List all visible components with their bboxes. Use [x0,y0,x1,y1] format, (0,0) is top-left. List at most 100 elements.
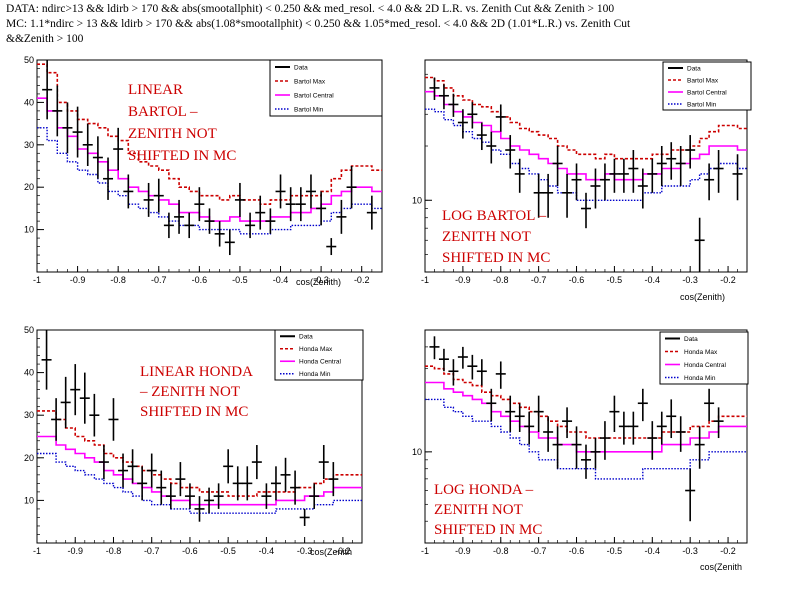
annotation-text: ZENITH NOT [434,502,523,518]
x-tick-label: -0.4 [273,275,289,285]
y-tick-label: 10 [24,225,34,235]
data-point [694,217,705,272]
x-tick-label: -0.3 [313,275,329,285]
data-point [429,77,440,100]
data-point [514,403,525,432]
x-tick-label: -0.3 [682,275,698,285]
data-point [214,221,225,247]
data-point [251,445,262,480]
data-point [346,166,357,209]
data-point [590,438,601,469]
data-point [552,146,563,186]
data-point [336,199,347,234]
y-tick-label: 20 [24,182,34,192]
data-point [70,364,81,416]
data-point [234,182,245,217]
x-tick-label: -0.5 [220,546,236,556]
data-point [82,123,93,166]
data-point [524,411,535,445]
log-bartol-plot: -1 -0.9 -0.8 -0.7 -0.6 -0.5 -0.4 -0.3 -0.2 10 cos(… [412,59,752,302]
data-point [647,158,658,193]
legend-label: Honda Max [684,349,718,356]
data-point [270,466,281,501]
x-tick-label: -0.7 [151,275,167,285]
data-point [647,421,658,460]
data-point [609,395,620,432]
x-tick-label: -0.7 [531,546,547,556]
series-honda-min [37,452,362,514]
data-point [103,157,114,200]
legend-box [274,329,364,381]
annotation-text: BARTOL – [128,104,198,120]
data-point [223,449,234,484]
data-point [543,416,554,452]
data-point [505,395,516,432]
y-tick-label: 50 [24,55,34,65]
data-point [51,398,62,441]
data-point [533,395,544,432]
data-point [467,354,478,380]
x-tick-label: -0.9 [67,546,83,556]
data-point [204,487,215,514]
data-point [92,136,103,179]
data-point [309,483,320,509]
data-point [656,146,667,186]
data-point [326,238,337,256]
data-point [60,376,71,428]
data-point [571,163,582,201]
x-tick-label: -0.7 [531,275,547,285]
x-axis-label: cos(Zenith) [680,292,725,302]
data-point [163,212,174,239]
data-point [599,421,610,460]
data-point [52,85,63,137]
data-point [448,359,459,386]
data-point [213,483,224,509]
data-point [194,496,205,522]
data-point [290,470,301,505]
series-honda-max [425,365,747,439]
data-point [265,208,276,234]
y-tick-label: 40 [24,368,34,378]
x-tick-label: -0.9 [455,275,471,285]
x-axis-label: cos(Zenith) [296,277,341,287]
log-honda-plot: -1 -0.9 -0.8 -0.7 -0.6 -0.5 -0.4 -0.3 -0.2 10 cos(… [412,329,749,572]
data-point [429,336,440,360]
data-point [165,483,176,509]
annotation-text: SHIFTED IN MC [434,522,542,538]
data-point [618,411,629,445]
data-point [486,388,497,422]
data-point [285,187,296,222]
data-point [467,102,478,129]
data-point [495,361,506,389]
data-point [457,109,468,139]
annotation-text: LINEAR HONDA [140,364,253,380]
y-tick-label: 40 [24,97,34,107]
data-point [316,191,327,226]
x-tick-label: -0.8 [106,546,122,556]
data-point [175,462,186,497]
data-point [184,212,195,239]
data-point [505,135,516,169]
x-tick-label: -1 [421,275,429,285]
linear-bartol-plot: -1 -0.9 -0.8 -0.7 -0.6 -0.5 -0.4 -0.3 -0.2 10 20 30… [24,55,383,287]
data-point [666,399,677,439]
data-point [79,372,90,424]
legend-label: Honda Central [684,362,726,369]
data-point [255,195,266,230]
data-point [366,195,377,230]
data-point [224,229,235,256]
data-point [543,173,554,218]
x-tick-label: -0.8 [493,275,509,285]
data-point [280,457,291,492]
data-point [318,445,329,480]
x-tick-label: -0.5 [607,275,623,285]
series-bartol-min [425,108,747,201]
legend-box [662,61,752,111]
data-point [533,173,544,218]
data-point [476,359,487,386]
data-point [675,146,686,186]
legend-label: Bartol Central [294,92,334,99]
data-point [123,174,134,209]
cuts-data-line: DATA: ndirc>13 && ldirb > 170 && abs(smo… [6,3,615,15]
